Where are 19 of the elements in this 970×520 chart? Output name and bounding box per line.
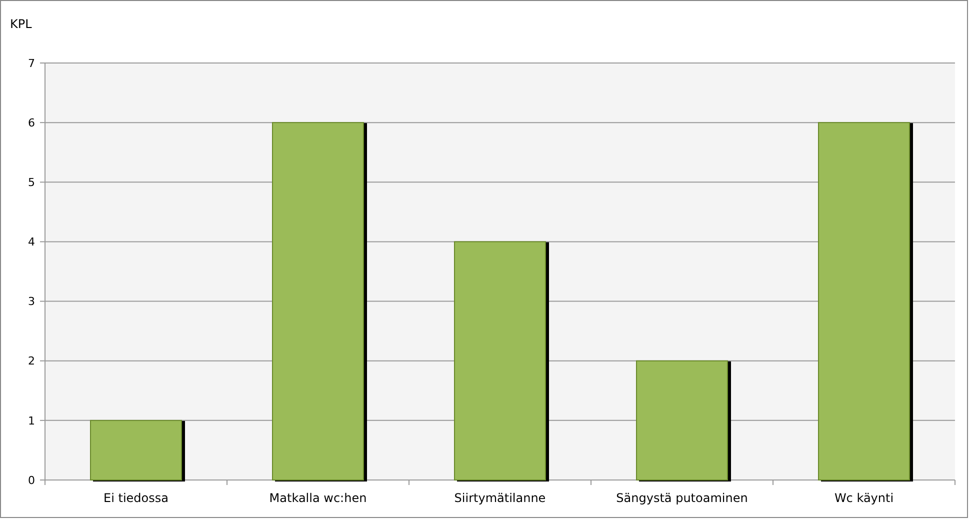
y-tick-label: 5 [28, 176, 35, 189]
y-tick-label: 1 [28, 414, 35, 428]
bar [818, 122, 910, 480]
y-tick-label: 2 [28, 354, 35, 368]
x-tick-label: Siirtymätilanne [454, 491, 546, 505]
y-tick-label: 6 [28, 116, 35, 130]
x-tick-label: Sängystä putoaminen [616, 491, 748, 505]
y-tick-label: 0 [28, 474, 35, 487]
bar [636, 360, 728, 480]
y-tick-label: 7 [28, 56, 35, 70]
y-axis-title: KPL [10, 17, 32, 31]
bar [272, 122, 364, 480]
x-tick-label: Ei tiedossa [104, 491, 168, 505]
x-tick-label: Wc käynti [834, 491, 894, 505]
x-tick-label: Matkalla wc:hen [269, 491, 367, 505]
bar [90, 420, 182, 480]
y-tick-label: 3 [28, 295, 35, 308]
y-tick-label: 4 [28, 236, 35, 249]
bar [454, 241, 546, 480]
